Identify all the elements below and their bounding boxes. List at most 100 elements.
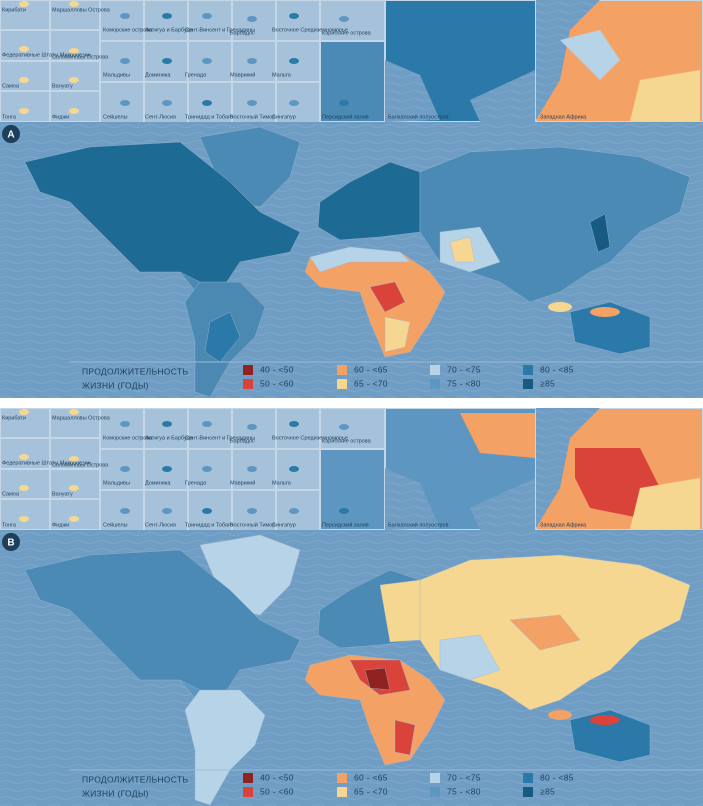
legend-swatch xyxy=(337,365,347,375)
inset-label: Сейшелы xyxy=(103,113,128,120)
inset-cell xyxy=(50,469,100,499)
inset-label: Маршалловы Острова xyxy=(52,415,111,421)
inset-island xyxy=(289,421,299,427)
inset-label: Барбадос xyxy=(230,30,255,36)
legend-swatch xyxy=(523,379,533,389)
country-region xyxy=(439,634,501,681)
legend-title: ЖИЗНИ (ГОДЫ) xyxy=(82,380,149,390)
world-map: A ПРОДОЛЖИТЕЛЬНОСТЬ ЖИЗНИ (ГОДЫ) 40 - <50 50… xyxy=(0,122,703,398)
legend-label: 70 - <75 xyxy=(447,772,481,782)
inset-cell xyxy=(144,0,188,41)
inset-region xyxy=(560,30,620,80)
inset-label: Маврикий xyxy=(230,71,255,78)
inset-island xyxy=(69,108,79,114)
legend-swatch xyxy=(337,379,347,389)
panel-badge xyxy=(2,533,20,551)
inset-label: Коморские острова xyxy=(103,27,153,33)
inset-label: Тонга xyxy=(2,114,17,120)
inset-island xyxy=(120,466,130,472)
inset-label: Персидский залив xyxy=(322,113,369,120)
legend-label: 60 - <65 xyxy=(354,364,388,374)
inset-label: Тонга xyxy=(2,522,17,528)
inset-label: Вануату xyxy=(52,83,73,89)
inset-label: Западная Африка xyxy=(540,114,587,120)
inset-island xyxy=(202,100,212,106)
legend-label: 60 - <65 xyxy=(354,772,388,782)
legend-title: ЖИЗНИ (ГОДЫ) xyxy=(82,788,149,798)
inset-island xyxy=(202,508,212,514)
inset-label: Коморские острова xyxy=(103,435,153,441)
legend-label: 65 - <70 xyxy=(354,378,388,388)
inset-island xyxy=(339,100,349,106)
inset-island xyxy=(69,516,79,522)
inset-island xyxy=(162,58,172,64)
inset-cell xyxy=(320,408,385,449)
inset-island xyxy=(120,13,130,19)
inset-cell xyxy=(320,0,385,41)
inset-island xyxy=(339,424,349,430)
legend-label: 50 - <60 xyxy=(260,786,294,796)
inset-label: Мальдивы xyxy=(103,480,130,486)
inset-island xyxy=(247,508,257,514)
inset-island xyxy=(247,58,257,64)
inset-island xyxy=(69,77,79,83)
inset-sea xyxy=(470,478,535,530)
country-region xyxy=(394,719,416,756)
inset-label: Доминика xyxy=(145,72,171,78)
country-region xyxy=(590,307,620,317)
legend-label: ≥85 xyxy=(540,378,555,388)
legend-swatch xyxy=(523,773,533,783)
inset-island xyxy=(120,100,130,106)
country-region xyxy=(589,213,611,253)
inset-label: Сингапур xyxy=(272,522,296,528)
legend-swatch xyxy=(430,787,440,797)
inset-label: Сент-Винсент и Гренадины xyxy=(185,27,255,33)
legend-label: 40 - <50 xyxy=(260,364,294,374)
inset-island xyxy=(162,508,172,514)
legend-label: 70 - <75 xyxy=(447,364,481,374)
inset-label: Мальта xyxy=(272,480,292,486)
inset-label: Карибские острова xyxy=(322,438,372,444)
inset-island xyxy=(247,424,257,430)
inset-label: Фиджи xyxy=(52,522,69,528)
inset-region xyxy=(630,478,700,529)
inset-label: Сент-Люсия xyxy=(145,114,176,120)
inset-label: Восточное Средиземноморье xyxy=(272,27,348,33)
legend-swatch xyxy=(523,365,533,375)
legend-swatch xyxy=(243,379,253,389)
legend-swatch xyxy=(337,787,347,797)
inset-label: Карибские острова xyxy=(322,30,372,36)
inset-label: Тринидад и Тобаго xyxy=(185,114,233,120)
inset-island xyxy=(19,516,29,522)
inset-island xyxy=(289,13,299,19)
inset-island xyxy=(19,454,29,460)
inset-label: Мальдивы xyxy=(103,72,130,78)
inset-sea xyxy=(536,408,600,528)
inset-cell xyxy=(100,0,144,41)
inset-label: Мальта xyxy=(272,72,292,78)
country-region xyxy=(590,715,620,725)
panel-letter: B xyxy=(7,538,14,549)
inset-cell xyxy=(188,408,232,449)
inset-label: Сент-Люсия xyxy=(145,522,176,528)
inset-sea xyxy=(385,468,440,530)
inset-cell xyxy=(50,438,100,469)
country-region xyxy=(24,549,301,706)
inset-island xyxy=(339,508,349,514)
legend-swatch xyxy=(337,773,347,783)
country-region xyxy=(569,709,651,763)
legend-label: 80 - <85 xyxy=(540,772,574,782)
country-region xyxy=(369,281,406,313)
inset-label: Балканский полуостров xyxy=(388,521,449,528)
inset-label: Западная Африка xyxy=(540,522,587,528)
inset-island xyxy=(120,508,130,514)
inset-label: Балканский полуостров xyxy=(388,113,449,120)
inset-cell xyxy=(188,490,232,531)
inset-label: Федеративные Штаты Микронезии xyxy=(2,460,91,466)
inset-cell xyxy=(50,499,100,530)
legend-label: 40 - <50 xyxy=(260,772,294,782)
legend-swatch xyxy=(430,379,440,389)
inset-label: Персидский залив xyxy=(322,521,369,528)
